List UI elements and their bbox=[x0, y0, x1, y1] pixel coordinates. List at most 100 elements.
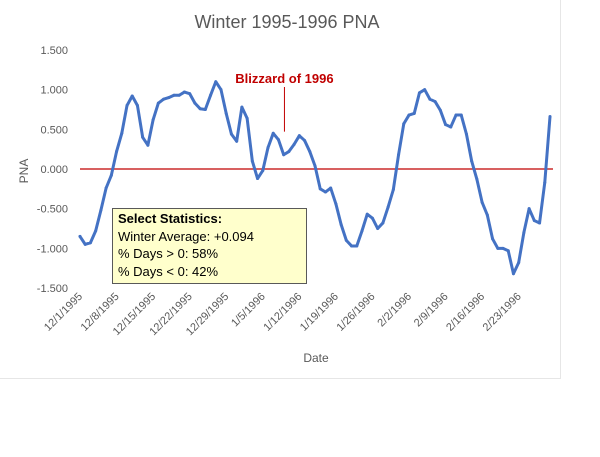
data-point bbox=[250, 159, 254, 163]
chart-area: Winter 1995-1996 PNA 1.500 1.000 0.500 0.00… bbox=[0, 0, 561, 379]
data-point bbox=[245, 116, 249, 120]
data-point bbox=[203, 108, 207, 111]
data-point bbox=[548, 115, 552, 119]
data-point bbox=[417, 91, 421, 95]
data-point bbox=[501, 246, 505, 250]
data-point bbox=[433, 100, 437, 104]
data-point bbox=[162, 97, 166, 101]
data-point bbox=[287, 150, 291, 154]
data-point bbox=[480, 200, 484, 204]
data-point bbox=[412, 111, 416, 115]
y-tick-label: -0.500 bbox=[37, 204, 68, 216]
data-point bbox=[115, 150, 119, 154]
data-point bbox=[193, 101, 197, 105]
data-point bbox=[156, 101, 160, 105]
data-point bbox=[365, 212, 369, 216]
data-point bbox=[167, 96, 171, 100]
data-point bbox=[130, 94, 134, 98]
data-point bbox=[496, 246, 500, 250]
y-tick-label: 0.000 bbox=[40, 164, 68, 176]
data-point bbox=[99, 208, 103, 212]
x-tick-label: 2/23/1996 bbox=[481, 291, 524, 334]
y-axis-title: PNA bbox=[17, 159, 31, 184]
data-point bbox=[386, 205, 390, 209]
data-point bbox=[266, 146, 270, 150]
data-point bbox=[454, 113, 458, 117]
data-point bbox=[491, 237, 495, 241]
data-point bbox=[522, 230, 526, 234]
data-point bbox=[470, 159, 474, 163]
y-tick-label: 1.000 bbox=[40, 85, 68, 97]
data-point bbox=[78, 234, 82, 238]
data-point bbox=[282, 153, 286, 157]
blizzard-annotation-label: Blizzard of 1996 bbox=[235, 71, 333, 86]
data-point bbox=[464, 132, 468, 136]
data-point bbox=[344, 238, 348, 242]
data-point bbox=[511, 272, 515, 276]
select-statistics-box: Select Statistics: Winter Average: +0.09… bbox=[112, 208, 307, 284]
x-axis-title: Date bbox=[303, 351, 329, 365]
data-point bbox=[397, 153, 401, 157]
data-point bbox=[376, 227, 380, 230]
data-point bbox=[125, 104, 129, 108]
data-point bbox=[146, 143, 150, 147]
data-point bbox=[339, 223, 343, 227]
x-tick-label: 12/1/1995 bbox=[42, 291, 85, 334]
stats-winter-average: Winter Average: +0.094 bbox=[118, 228, 254, 244]
x-tick-label: 2/2/1996 bbox=[375, 291, 414, 330]
data-point bbox=[135, 104, 139, 108]
data-point bbox=[360, 229, 364, 233]
data-point bbox=[391, 188, 395, 192]
stats-days-above-zero: % Days > 0: 58% bbox=[118, 246, 219, 261]
x-tick-label: 1/19/1996 bbox=[298, 291, 341, 334]
data-point bbox=[141, 135, 145, 139]
y-tick-labels: 1.500 1.000 0.500 0.000 -0.500 -1.000 -1.500 bbox=[37, 45, 68, 295]
data-point bbox=[449, 125, 453, 129]
data-point bbox=[261, 169, 265, 173]
data-point bbox=[276, 138, 280, 142]
data-point bbox=[407, 113, 411, 117]
data-point bbox=[517, 261, 521, 265]
data-point bbox=[532, 219, 536, 223]
y-tick-label: -1.500 bbox=[37, 283, 68, 295]
data-point bbox=[444, 123, 448, 127]
data-point bbox=[219, 88, 223, 92]
data-point bbox=[323, 190, 327, 194]
data-point bbox=[370, 216, 374, 220]
data-point bbox=[256, 177, 260, 181]
data-point bbox=[240, 105, 244, 109]
stats-header: Select Statistics: bbox=[118, 211, 223, 226]
data-point bbox=[527, 207, 531, 211]
data-point bbox=[543, 180, 547, 184]
pna-data-points bbox=[78, 80, 552, 276]
data-point bbox=[182, 90, 186, 94]
data-point bbox=[177, 93, 181, 97]
data-point bbox=[214, 80, 218, 84]
data-point bbox=[313, 164, 317, 168]
data-point bbox=[318, 187, 322, 191]
data-point bbox=[308, 150, 312, 154]
stats-days-below-zero: % Days < 0: 42% bbox=[118, 263, 219, 279]
data-point bbox=[83, 242, 87, 246]
x-tick-label: 1/26/1996 bbox=[334, 291, 377, 334]
data-point bbox=[188, 92, 192, 96]
data-point bbox=[485, 213, 489, 217]
data-point bbox=[303, 138, 307, 142]
data-point bbox=[292, 142, 296, 146]
data-point bbox=[224, 111, 228, 115]
data-point bbox=[88, 241, 92, 245]
data-point bbox=[438, 108, 442, 112]
data-point bbox=[506, 249, 510, 253]
data-point bbox=[209, 93, 213, 97]
data-point bbox=[172, 93, 176, 97]
data-point bbox=[198, 107, 202, 111]
data-point bbox=[355, 244, 359, 248]
data-point bbox=[334, 202, 338, 206]
x-tick-label: 1/12/1996 bbox=[261, 291, 304, 334]
data-point bbox=[109, 173, 113, 177]
data-point bbox=[350, 244, 354, 248]
data-point bbox=[235, 139, 239, 143]
y-tick-label: -1.000 bbox=[37, 243, 68, 255]
data-point bbox=[329, 186, 333, 190]
y-tick-label: 1.500 bbox=[40, 45, 68, 57]
